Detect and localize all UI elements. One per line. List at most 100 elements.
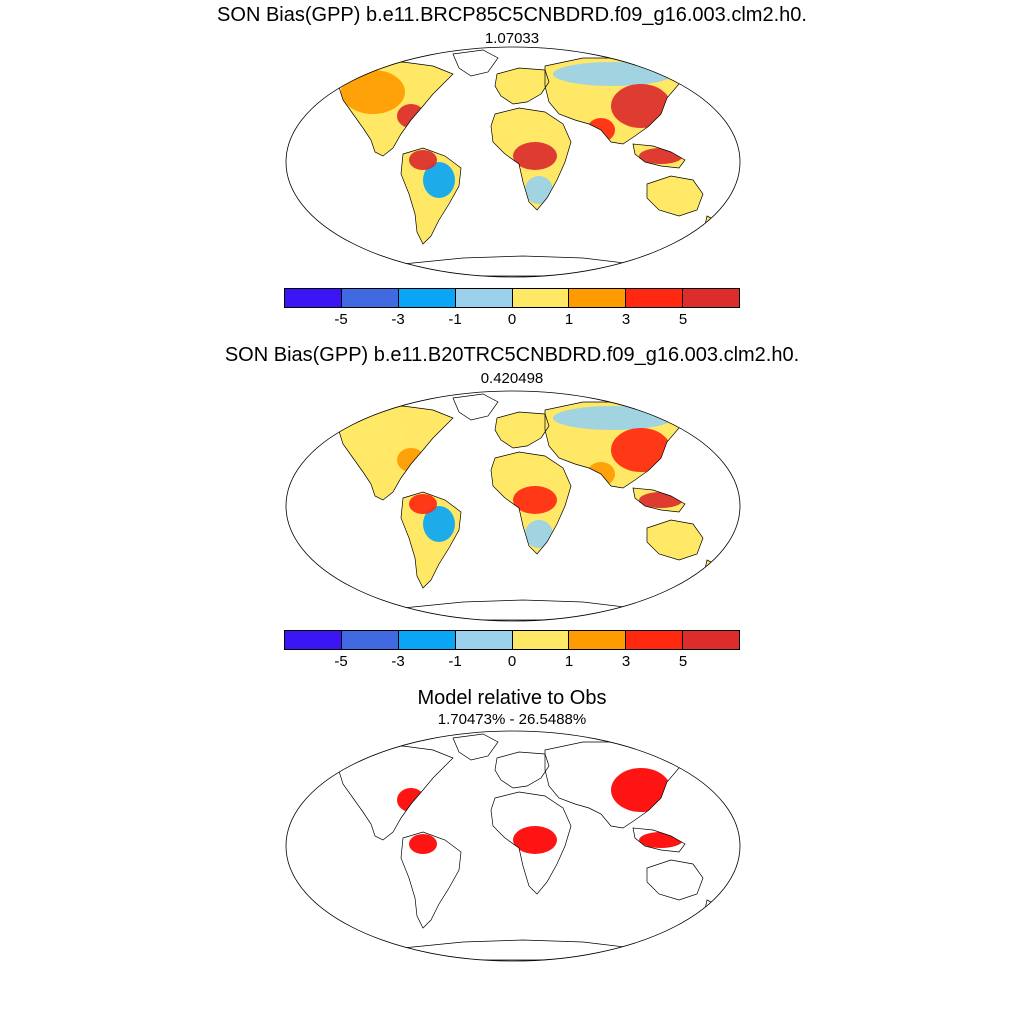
region-east-asia: [611, 768, 671, 812]
colorbar-tick-label: 1: [564, 311, 574, 328]
region-east-asia: [611, 84, 671, 128]
coastline-australia: [646, 519, 704, 561]
coastline-north-america: [337, 405, 454, 501]
land-fill-new-zealand: [703, 216, 715, 234]
colorbar-swatch: [683, 289, 739, 307]
panel1-colorbar-labels: -5 -3 -1 0 1 3 5: [284, 311, 740, 329]
land-fill-antarctica: [403, 256, 633, 276]
region-australia: [653, 182, 697, 210]
land-fill-new-zealand: [703, 900, 715, 918]
colorbar-tick-label: 3: [621, 653, 631, 670]
colorbar-tick-label: -1: [448, 653, 462, 670]
colorbar-tick-label: -3: [391, 653, 405, 670]
colorbar-swatch: [285, 631, 342, 649]
colorbar-tick-label: 5: [678, 653, 688, 670]
region-north-america: [341, 70, 405, 114]
map-content: [337, 733, 716, 961]
colorbar-swatch: [683, 631, 739, 649]
coastline-south-america: [400, 147, 462, 245]
colorbar-swatch: [341, 289, 399, 307]
colorbar-swatch: [455, 289, 513, 307]
coastline-southeast-asia: [632, 827, 686, 853]
region-central-africa: [513, 826, 557, 854]
coastline-southeast-asia: [632, 487, 686, 513]
colorbar-swatch: [569, 289, 627, 307]
colorbar-swatch: [341, 631, 399, 649]
coastline-australia: [646, 175, 704, 217]
coastline-greenland: [452, 393, 499, 421]
region-east-asia: [611, 428, 671, 472]
region-amazon: [423, 506, 455, 542]
colorbar-tick-label: -1: [448, 311, 462, 328]
region-amazon: [423, 162, 455, 198]
panel1-map: [285, 46, 741, 278]
coastline-south-america: [400, 491, 462, 589]
region-sahara: [497, 460, 549, 484]
panel2-title: SON Bias(GPP) b.e11.B20TRC5CNBDRD.f09_g1…: [224, 344, 800, 366]
map-border: [285, 46, 741, 278]
panel3-map: [285, 730, 741, 962]
land-fill-greenland: [453, 394, 498, 420]
land-fill-australia: [647, 860, 703, 900]
land-fill-greenland: [453, 50, 498, 76]
colorbar-tick-label: 5: [678, 311, 688, 328]
region-europe: [499, 72, 543, 100]
region-northern-south-america: [409, 834, 437, 854]
region-central-africa: [513, 142, 557, 170]
colorbar-swatch: [512, 631, 570, 649]
region-australia: [653, 526, 697, 554]
panel2-colorbar: [284, 630, 740, 650]
coastline-africa: [490, 451, 572, 555]
panel1-subtitle: 1.07033: [484, 30, 540, 47]
region-southeast-asia: [639, 492, 683, 508]
land-fill-antarctica: [403, 600, 633, 620]
panel2-map: [285, 390, 741, 622]
colorbar-swatch: [455, 631, 513, 649]
coastline-australia: [646, 859, 704, 901]
colorbar-tick-label: 1: [564, 653, 574, 670]
colorbar-swatch: [398, 289, 456, 307]
region-europe: [499, 416, 543, 444]
coastline-greenland: [452, 49, 499, 77]
colorbar-swatch: [285, 289, 342, 307]
region-sahara: [497, 116, 549, 140]
region-northern-south-america: [409, 494, 437, 514]
coastline-southeast-asia: [632, 143, 686, 169]
colorbar-swatch: [626, 289, 684, 307]
region-siberia: [553, 62, 673, 86]
coastline-north-america: [337, 745, 454, 841]
region-southern-africa: [525, 520, 553, 548]
land-fill-greenland: [453, 734, 498, 760]
panel1-title: SON Bias(GPP) b.e11.BRCP85C5CNBDRD.f09_g…: [217, 4, 807, 26]
coastline-europe: [494, 67, 550, 105]
colorbar-swatch: [569, 631, 627, 649]
coastline-greenland: [452, 733, 499, 761]
land-fill-north-america: [338, 746, 453, 840]
region-eastern-us: [397, 448, 425, 472]
panel3-subtitle: 1.70473% - 26.5488%: [437, 711, 587, 728]
map-content: [337, 49, 716, 277]
colorbar-swatch: [398, 631, 456, 649]
region-central-africa: [513, 486, 557, 514]
land-fill-antarctica: [403, 940, 633, 960]
coastline-europe: [494, 751, 550, 789]
coastline-africa: [490, 791, 572, 895]
coastline-africa: [490, 107, 572, 211]
map-content: [337, 393, 716, 621]
region-north-america: [341, 414, 405, 458]
coastline-north-america: [337, 61, 454, 157]
region-southeast-asia: [639, 832, 683, 848]
region-northern-south-america: [409, 150, 437, 170]
region-southern-africa: [525, 176, 553, 204]
colorbar-tick-label: -3: [391, 311, 405, 328]
map-border: [285, 730, 741, 962]
panel1-colorbar: [284, 288, 740, 308]
region-eastern-us: [397, 788, 425, 812]
region-eastern-us: [397, 104, 425, 128]
panel3-title: Model relative to Obs: [417, 687, 607, 709]
map-border: [285, 390, 741, 622]
panel2-subtitle: 0.420498: [480, 370, 544, 387]
region-southeast-asia: [639, 148, 683, 164]
coastline-south-america: [400, 831, 462, 929]
coastline-europe: [494, 411, 550, 449]
